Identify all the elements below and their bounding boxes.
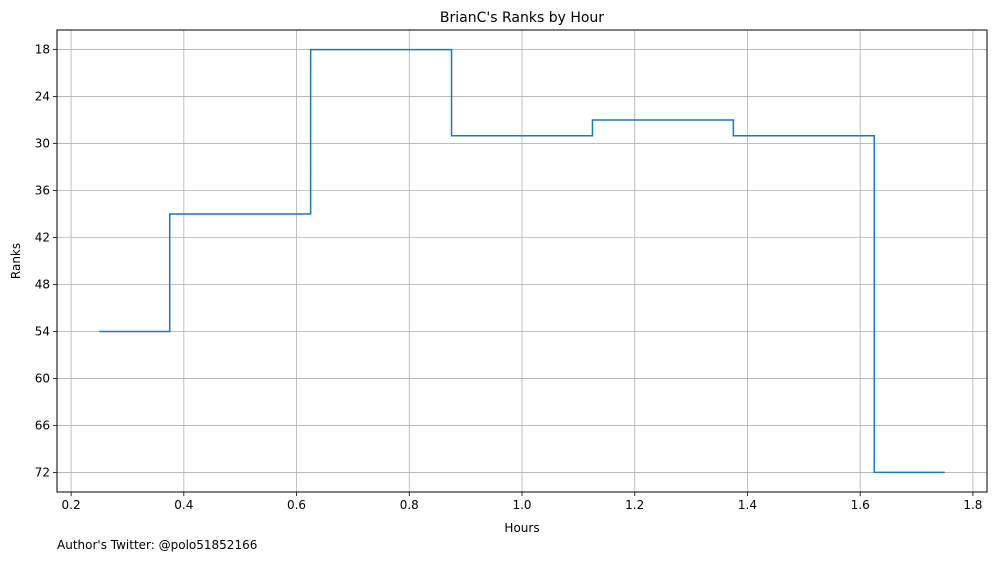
x-tick-label: 0.2 [62,498,81,512]
x-tick-label: 1.8 [963,498,982,512]
y-tick-label: 54 [35,324,50,338]
y-tick-label: 60 [35,371,50,385]
x-tick-label: 1.6 [851,498,870,512]
y-axis-ticks: 18 24 30 36 42 48 54 60 66 72 [35,43,57,479]
y-tick-label: 42 [35,231,50,245]
author-footnote: Author's Twitter: @polo51852166 [57,538,258,552]
x-tick-label: 1.2 [625,498,644,512]
y-tick-label: 66 [35,418,50,432]
x-axis-ticks: 0.2 0.4 0.6 0.8 1.0 1.2 1.4 1.6 1.8 [62,492,982,512]
y-tick-label: 30 [35,137,50,151]
x-tick-label: 1.4 [738,498,757,512]
rank-series-line [99,48,945,474]
y-tick-label: 36 [35,184,50,198]
x-tick-label: 1.0 [512,498,531,512]
y-tick-label: 24 [35,90,50,104]
y-tick-label: 18 [35,43,50,57]
chart-title: BrianC's Ranks by Hour [440,10,604,26]
grid-lines [57,30,987,492]
y-tick-label: 72 [35,465,50,479]
x-tick-label: 0.8 [400,498,419,512]
y-axis-label: Ranks [9,243,23,279]
y-tick-label: 48 [35,277,50,291]
x-axis-label: Hours [504,521,539,535]
series-layer [99,48,945,474]
x-tick-label: 0.4 [174,498,193,512]
x-tick-label: 0.6 [287,498,306,512]
